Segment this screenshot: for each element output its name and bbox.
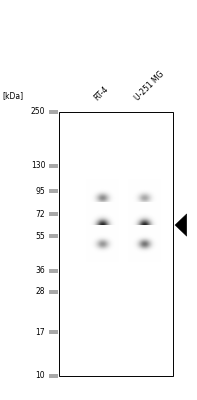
Polygon shape — [175, 214, 187, 236]
Text: 55: 55 — [36, 232, 45, 241]
Bar — [49, 212, 58, 216]
Bar — [49, 269, 58, 273]
Text: 10: 10 — [36, 372, 45, 380]
Bar — [49, 290, 58, 294]
Text: 95: 95 — [36, 187, 45, 196]
Bar — [49, 234, 58, 238]
Bar — [49, 189, 58, 193]
Text: 28: 28 — [36, 287, 45, 296]
Text: [kDa]: [kDa] — [2, 91, 23, 100]
Text: U-251 MG: U-251 MG — [134, 69, 166, 102]
Text: 72: 72 — [36, 210, 45, 218]
Text: 130: 130 — [31, 161, 45, 170]
Bar — [49, 110, 58, 114]
Bar — [49, 374, 58, 378]
Text: 17: 17 — [36, 328, 45, 337]
Text: 36: 36 — [36, 266, 45, 276]
Bar — [59, 112, 173, 376]
Text: RT-4: RT-4 — [92, 84, 110, 102]
Bar — [49, 330, 58, 334]
Bar — [49, 164, 58, 168]
Text: 250: 250 — [31, 108, 45, 116]
